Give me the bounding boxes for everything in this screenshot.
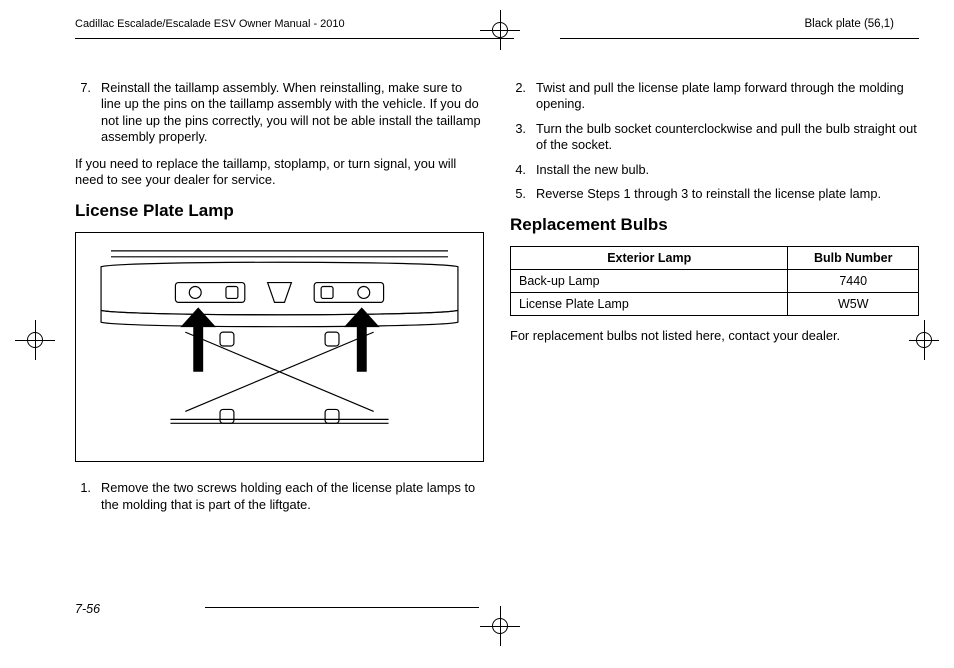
table-cell: 7440 [788, 270, 919, 293]
step-text: Reverse Steps 1 through 3 to reinstall t… [536, 186, 919, 202]
list-item: 5. Reverse Steps 1 through 3 to reinstal… [510, 186, 919, 202]
table-header-row: Exterior Lamp Bulb Number [511, 247, 919, 270]
step-text: Reinstall the taillamp assembly. When re… [101, 80, 484, 146]
table-row: Back-up Lamp 7440 [511, 270, 919, 293]
page: Cadillac Escalade/Escalade ESV Owner Man… [0, 0, 954, 668]
left-column: 7. Reinstall the taillamp assembly. When… [75, 80, 484, 598]
crop-mark-left [15, 320, 55, 360]
list-item: 1. Remove the two screws holding each of… [75, 480, 484, 513]
list-item: 3. Turn the bulb socket counterclockwise… [510, 121, 919, 154]
license-plate-lamp-figure [75, 232, 484, 462]
step-number: 7. [75, 80, 101, 146]
table-cell: License Plate Lamp [511, 293, 788, 316]
step-text: Remove the two screws holding each of th… [101, 480, 484, 513]
replacement-note: For replacement bulbs not listed here, c… [510, 328, 919, 344]
replacement-bulbs-table: Exterior Lamp Bulb Number Back-up Lamp 7… [510, 246, 919, 316]
page-header: Cadillac Escalade/Escalade ESV Owner Man… [75, 18, 919, 30]
step-text: Twist and pull the license plate lamp fo… [536, 80, 919, 113]
heading-replacement-bulbs: Replacement Bulbs [510, 214, 919, 236]
table-cell: W5W [788, 293, 919, 316]
table-cell: Back-up Lamp [511, 270, 788, 293]
header-rule-right [560, 38, 919, 39]
step-number: 2. [510, 80, 536, 113]
table-row: License Plate Lamp W5W [511, 293, 919, 316]
header-plate-label: Black plate (56,1) [805, 18, 895, 30]
table-header-cell: Exterior Lamp [511, 247, 788, 270]
content-columns: 7. Reinstall the taillamp assembly. When… [75, 80, 919, 598]
arrow-icon [344, 307, 380, 371]
taillamp-steps-continued: 7. Reinstall the taillamp assembly. When… [75, 80, 484, 146]
step-number: 3. [510, 121, 536, 154]
table-header-cell: Bulb Number [788, 247, 919, 270]
heading-license-plate-lamp: License Plate Lamp [75, 200, 484, 222]
taillamp-note: If you need to replace the taillamp, sto… [75, 156, 484, 189]
page-number: 7-56 [75, 602, 100, 616]
header-rule-left [75, 38, 514, 39]
header-manual-title: Cadillac Escalade/Escalade ESV Owner Man… [75, 18, 919, 30]
step-number: 4. [510, 162, 536, 178]
arrow-icon [180, 307, 216, 371]
crop-mark-top [480, 10, 520, 50]
license-plate-steps-continued: 2. Twist and pull the license plate lamp… [510, 80, 919, 202]
license-plate-steps-start: 1. Remove the two screws holding each of… [75, 480, 484, 513]
right-column: 2. Twist and pull the license plate lamp… [510, 80, 919, 598]
step-number: 5. [510, 186, 536, 202]
step-text: Turn the bulb socket counterclockwise an… [536, 121, 919, 154]
step-number: 1. [75, 480, 101, 513]
list-item: 7. Reinstall the taillamp assembly. When… [75, 80, 484, 146]
page-footer: 7-56 [75, 600, 919, 618]
footer-rule [205, 607, 479, 608]
list-item: 2. Twist and pull the license plate lamp… [510, 80, 919, 113]
step-text: Install the new bulb. [536, 162, 919, 178]
list-item: 4. Install the new bulb. [510, 162, 919, 178]
